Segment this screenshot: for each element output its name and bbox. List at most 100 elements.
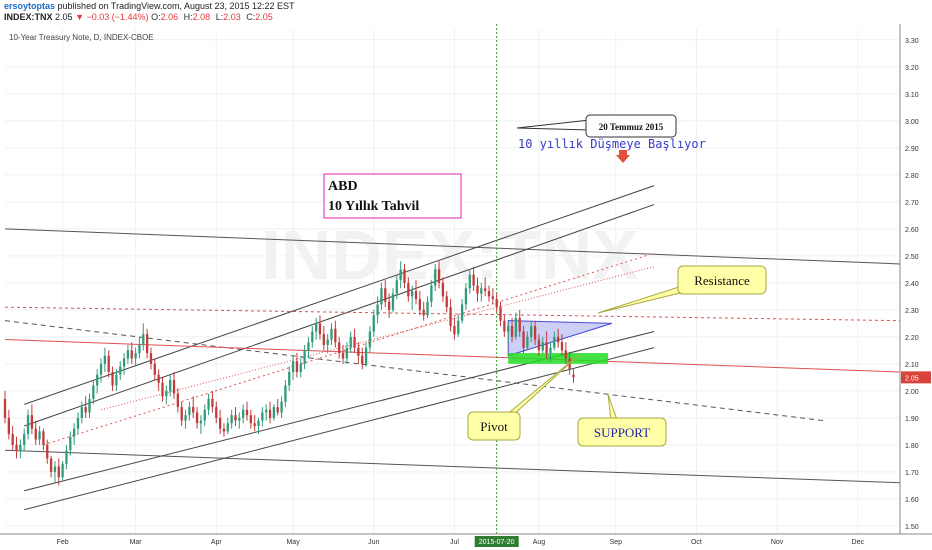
y-tick-label: 2.90 (905, 146, 919, 153)
candle-body (207, 398, 210, 410)
trend-line (24, 185, 655, 405)
y-tick-label: 2.40 (905, 281, 919, 288)
candle-body (161, 382, 164, 397)
candle-body (249, 415, 252, 424)
candle-body (261, 412, 264, 421)
x-tick-label: Apr (211, 539, 223, 546)
candle-body (242, 409, 245, 418)
candle-body (549, 347, 552, 354)
candle-body (560, 342, 564, 351)
candle-body (23, 434, 26, 445)
price-chart[interactable]: INDEX:TNX 20 Temmuz 2015 10 yıllık Düşmey… (0, 24, 932, 550)
candle-body (280, 401, 283, 413)
candle-body (564, 350, 567, 359)
candle-body (138, 344, 141, 354)
open-value: 2.06 (160, 12, 179, 22)
x-tick-label: Dec (852, 539, 865, 546)
candle-body (303, 350, 306, 364)
candle-body (338, 342, 341, 354)
candle-body (76, 417, 80, 429)
candle-body (3, 398, 7, 418)
candle-body (84, 407, 87, 413)
candle-body (326, 339, 329, 345)
x-tick-label: Oct (691, 539, 702, 546)
y-tick-label: 2.70 (905, 200, 919, 207)
down-triangle-icon: ▼ (75, 12, 84, 22)
candle-body (372, 315, 375, 332)
candle-body (545, 342, 548, 354)
trend-line (4, 320, 824, 422)
y-tick-label: 2.80 (905, 173, 919, 180)
candle-body (80, 407, 83, 418)
trend-line (4, 306, 901, 322)
candle-body (99, 363, 103, 375)
last-price: 2.05 (55, 12, 73, 22)
candle-body (145, 334, 149, 354)
candle-body (11, 434, 14, 445)
candle-body (407, 282, 410, 297)
support-callout (577, 417, 667, 447)
candle-body (103, 355, 107, 364)
author-link[interactable]: ersoytoptas (4, 1, 56, 11)
candle-body (384, 288, 387, 302)
candle-body (334, 328, 337, 343)
candle-body (518, 317, 521, 332)
candle-body (403, 269, 406, 283)
candle-body (522, 331, 525, 348)
watermark-text: INDEX:TNX (261, 216, 639, 294)
chart-title: 10-Year Treasury Note, D, INDEX-CBOE (9, 33, 154, 42)
candle-body (318, 323, 322, 335)
quote-line: INDEX:TNX 2.05 ▼ −0.03 (−1.44%) O:2.06 H… (4, 12, 276, 23)
y-tick-label: 3.30 (905, 38, 919, 45)
candle-body (349, 336, 352, 348)
x-tick-label: Feb (57, 539, 69, 546)
candle-body (491, 296, 494, 300)
header-bar: ersoytoptas published on TradingView.com… (0, 0, 932, 24)
candle-body (245, 409, 249, 416)
candle-body (295, 361, 299, 372)
candle-body (203, 409, 206, 421)
title-box-line1: ABD (328, 179, 358, 194)
candle-body (19, 444, 22, 451)
candle-body (184, 415, 187, 421)
candle-body (57, 466, 60, 478)
candle-body (387, 301, 391, 310)
candle-body (353, 336, 356, 348)
candle-body (180, 407, 183, 421)
candle-body (357, 347, 360, 356)
y-tick-label: 2.10 (905, 362, 919, 369)
candle-body (234, 415, 237, 421)
candle-body (495, 299, 498, 308)
candle-body (188, 407, 191, 416)
resistance-text: Resistance (694, 273, 750, 288)
candle-body (49, 458, 53, 472)
candle-body (268, 409, 272, 418)
candle-body (272, 407, 276, 418)
falling-note-text: 10 yıllık Düşmeye Başlıyor (518, 137, 706, 151)
candle-body (165, 390, 168, 397)
candle-body (111, 371, 114, 386)
candle-body (195, 412, 199, 424)
trend-line (24, 204, 655, 427)
candle-body (211, 398, 214, 408)
candle-body (322, 334, 325, 345)
candle-body (53, 466, 57, 472)
candle-body (253, 423, 256, 426)
candle-body (556, 336, 560, 343)
candle-body (15, 444, 18, 451)
support-text: SUPPORT (594, 425, 650, 440)
title-box-line2: 10 Yıllık Tahvil (328, 199, 419, 214)
candle-body (341, 353, 345, 359)
candle-body (457, 320, 460, 335)
candle-body (307, 342, 310, 351)
trend-line (24, 347, 655, 511)
candle-body (380, 288, 383, 305)
candle-body (42, 431, 45, 445)
candle-body (480, 288, 483, 294)
candle-body (361, 355, 364, 364)
candle-body (314, 323, 318, 332)
candle-body (572, 374, 575, 378)
candle-body (126, 350, 130, 359)
candle-body (399, 269, 402, 281)
candle-body (7, 417, 10, 435)
